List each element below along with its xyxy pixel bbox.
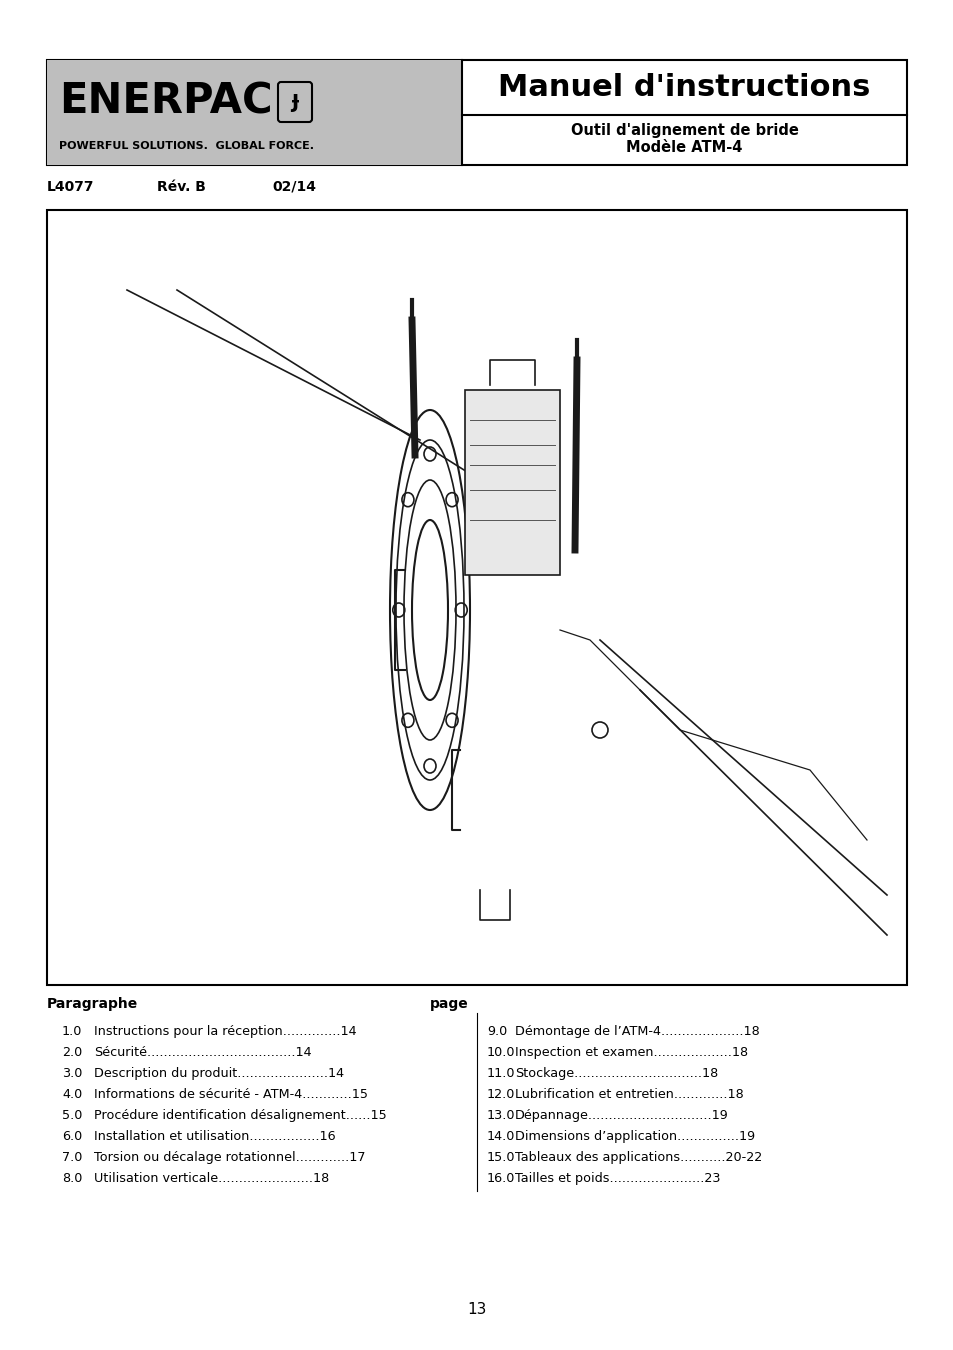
- Text: Procédure identification désalignement......15: Procédure identification désalignement..…: [94, 1108, 386, 1122]
- Bar: [47, 59, 461, 165]
- Text: 4.0: 4.0: [62, 1088, 82, 1102]
- Text: Instructions pour la réception..............14: Instructions pour la réception..........…: [94, 1025, 356, 1038]
- Text: 9.0: 9.0: [486, 1025, 507, 1038]
- Text: Dépannage..............................19: Dépannage..............................1…: [515, 1108, 728, 1122]
- Text: Utilisation verticale.......................18: Utilisation verticale...................…: [94, 1172, 329, 1185]
- Text: 2.0: 2.0: [62, 1046, 82, 1058]
- Text: Rév. B: Rév. B: [157, 180, 206, 194]
- Bar: [47, 59, 906, 165]
- Text: 15.0: 15.0: [486, 1152, 515, 1164]
- Text: 5.0: 5.0: [62, 1108, 82, 1122]
- Text: Lubrification et entretien.............18: Lubrification et entretien.............1…: [515, 1088, 743, 1102]
- Text: 6.0: 6.0: [62, 1130, 82, 1143]
- Text: Paragraphe: Paragraphe: [47, 998, 138, 1011]
- Text: POWERFUL SOLUTIONS.  GLOBAL FORCE.: POWERFUL SOLUTIONS. GLOBAL FORCE.: [59, 142, 314, 151]
- Text: Informations de sécurité - ATM-4............15: Informations de sécurité - ATM-4........…: [94, 1088, 368, 1102]
- Text: 12.0: 12.0: [486, 1088, 515, 1102]
- Text: Installation et utilisation.................16: Installation et utilisation.............…: [94, 1130, 335, 1143]
- FancyBboxPatch shape: [277, 82, 312, 122]
- Text: Inspection et examen...................18: Inspection et examen...................1…: [515, 1046, 747, 1058]
- Text: 1.0: 1.0: [62, 1025, 82, 1038]
- Text: Démontage de l’ATM-4....................18: Démontage de l’ATM-4....................…: [515, 1025, 759, 1038]
- Text: 11.0: 11.0: [486, 1066, 515, 1080]
- Text: Outil d'alignement de bride: Outil d'alignement de bride: [570, 123, 798, 138]
- Text: Torsion ou décalage rotationnel.............17: Torsion ou décalage rotationnel.........…: [94, 1152, 365, 1164]
- Text: Description du produit......................14: Description du produit..................…: [94, 1066, 344, 1080]
- Text: Dimensions d’application...............19: Dimensions d’application...............1…: [515, 1130, 755, 1143]
- Text: 16.0: 16.0: [486, 1172, 515, 1185]
- Text: 02/14: 02/14: [272, 180, 315, 194]
- Text: Ɉ: Ɉ: [291, 93, 298, 112]
- Text: ENERPAC: ENERPAC: [59, 81, 273, 123]
- Text: Tableaux des applications...........20-22: Tableaux des applications...........20-2…: [515, 1152, 761, 1164]
- Text: Stockage...............................18: Stockage...............................1…: [515, 1066, 718, 1080]
- Bar: [47, 211, 906, 986]
- Text: 10.0: 10.0: [486, 1046, 515, 1058]
- Text: 8.0: 8.0: [62, 1172, 82, 1185]
- Text: Modèle ATM-4: Modèle ATM-4: [626, 139, 741, 155]
- Text: 3.0: 3.0: [62, 1066, 82, 1080]
- Text: L4077: L4077: [47, 180, 94, 194]
- Text: Manuel d'instructions: Manuel d'instructions: [497, 73, 870, 101]
- Text: Tailles et poids.......................23: Tailles et poids.......................2…: [515, 1172, 720, 1185]
- Text: 7.0: 7.0: [62, 1152, 82, 1164]
- Text: 13.0: 13.0: [486, 1108, 515, 1122]
- Text: page: page: [430, 998, 469, 1011]
- Text: Sécurité....................................14: Sécurité................................…: [94, 1046, 312, 1058]
- Bar: [464, 390, 559, 575]
- Text: 13: 13: [467, 1303, 486, 1318]
- Text: 14.0: 14.0: [486, 1130, 515, 1143]
